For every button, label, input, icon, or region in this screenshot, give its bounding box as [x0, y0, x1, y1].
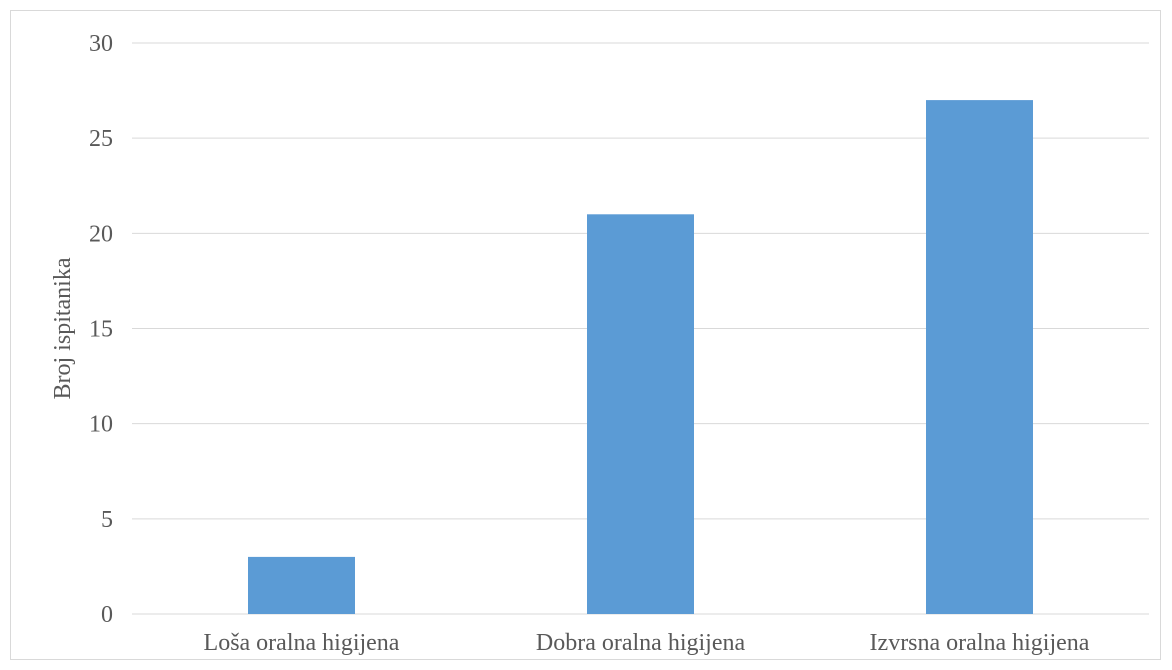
bar	[248, 556, 355, 614]
y-tick-label: 20	[89, 221, 113, 247]
bar	[926, 100, 1033, 615]
y-tick-label: 0	[101, 602, 113, 628]
bar	[587, 214, 694, 615]
y-tick-label: 25	[89, 126, 113, 152]
y-tick-labels: 0 5 10 15 20 25 30	[89, 31, 113, 628]
y-axis-title: Broj ispitanika	[50, 257, 76, 399]
y-tick-label: 10	[89, 412, 113, 438]
x-tick-label: Izvrsna oralna higijena	[870, 630, 1090, 656]
x-tick-label: Loša oralna higijena	[204, 630, 400, 656]
y-tick-label: 5	[101, 507, 113, 533]
bars	[248, 100, 1033, 615]
y-tick-label: 30	[89, 31, 113, 57]
x-tick-label: Dobra oralna higijena	[536, 630, 746, 656]
x-tick-labels: Loša oralna higijena Dobra oralna higijen…	[204, 630, 1090, 656]
y-tick-label: 15	[89, 317, 113, 343]
